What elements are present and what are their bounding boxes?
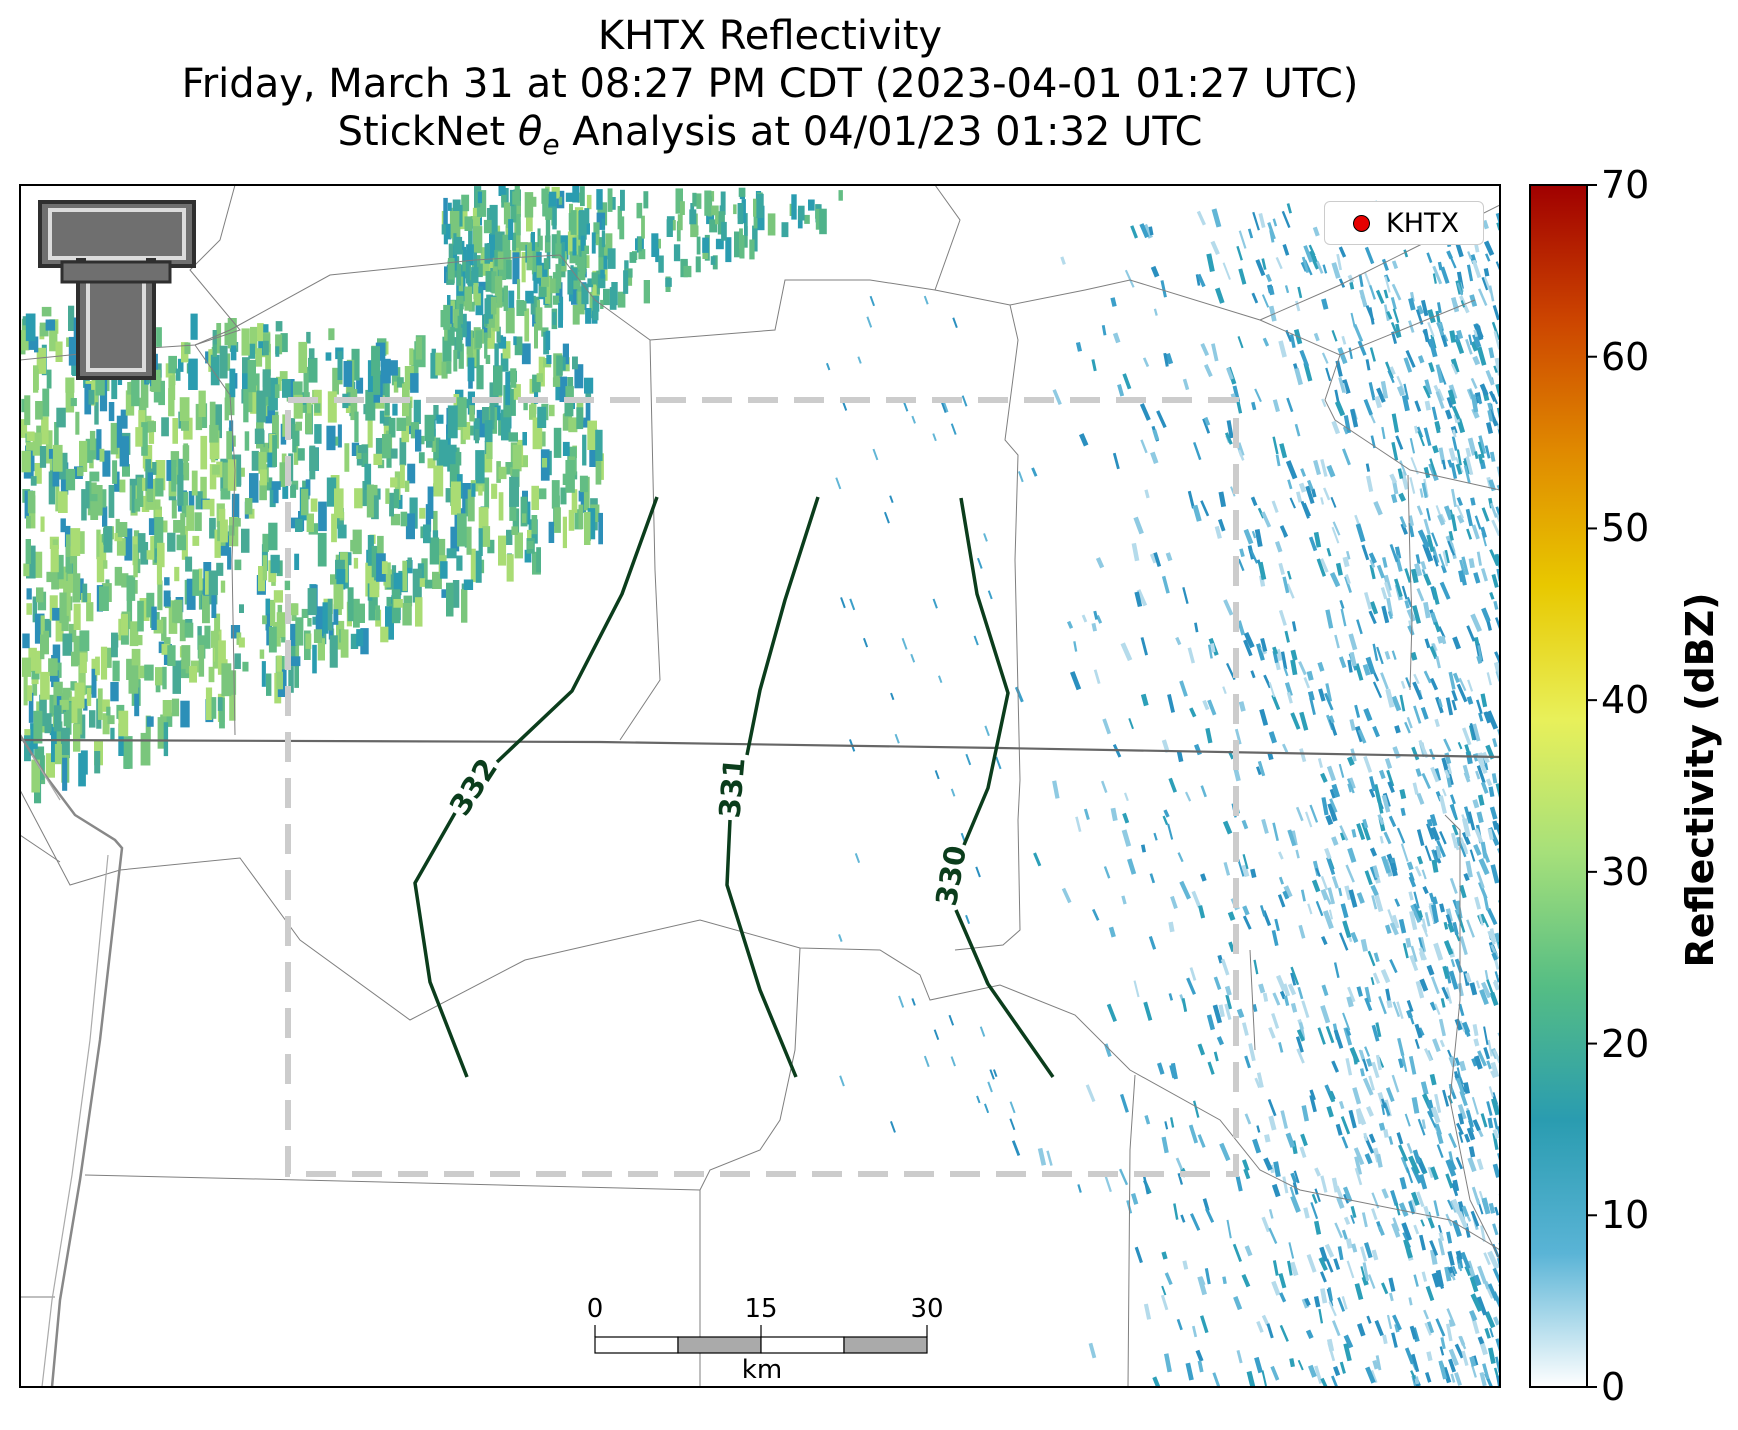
map-subtitle-analysis: StickNet θe Analysis at 04/01/23 01:32 U… (0, 108, 1540, 169)
legend: KHTX (1324, 201, 1484, 245)
scale-tick-0: 0 (586, 1294, 604, 1324)
scale-bar (594, 1325, 928, 1354)
radar-site-marker (1353, 214, 1370, 232)
map-title: KHTX Reflectivity (597, 13, 943, 59)
analysis-domain-box (285, 397, 1239, 1177)
colorbar-tick-label: 50 (1601, 506, 1650, 551)
scale-tick-30: 30 (910, 1294, 944, 1324)
colorbar-tick-label: 60 (1601, 334, 1650, 379)
theta-symbol: θ (517, 109, 543, 155)
colorbar-tick-label: 20 (1601, 1021, 1650, 1066)
colorbar-tick-label: 40 (1601, 678, 1650, 723)
scale-unit: km (741, 1355, 783, 1385)
colorbar-ticks (1587, 184, 1597, 1388)
theta-subscript: e (542, 128, 560, 161)
map-subtitle-time: Friday, March 31 at 08:27 PM CDT (2023-0… (181, 61, 1359, 107)
analysis-suffix: Analysis at 04/01/23 01:32 UTC (559, 109, 1203, 155)
analysis-prefix: StickNet (337, 109, 518, 155)
colorbar-tick-label: 70 (1601, 163, 1650, 207)
legend-label: KHTX (1386, 207, 1459, 239)
colorbar-tick-label: 10 (1601, 1193, 1650, 1238)
university-logo (38, 200, 196, 380)
state-boundaries (20, 734, 1500, 1387)
colorbar-title: Reflectivity (dBZ) (1678, 592, 1722, 968)
colorbar (1529, 184, 1588, 1388)
map-title-block: KHTX Reflectivity Friday, March 31 at 08… (0, 12, 1540, 169)
radar-echoes (20, 185, 1500, 1387)
county-boundaries (20, 185, 1500, 1387)
contour-332 (413, 496, 659, 1078)
colorbar-tick-label: 0 (1601, 1365, 1626, 1409)
map-frame (19, 184, 1501, 1388)
scale-tick-15: 15 (744, 1294, 778, 1324)
contour-330 (954, 497, 1055, 1079)
theta-e-contours (413, 496, 1055, 1079)
colorbar-tick-label: 30 (1601, 849, 1650, 894)
contour-label-331: 331 (712, 756, 751, 819)
contour-331 (725, 496, 820, 1078)
